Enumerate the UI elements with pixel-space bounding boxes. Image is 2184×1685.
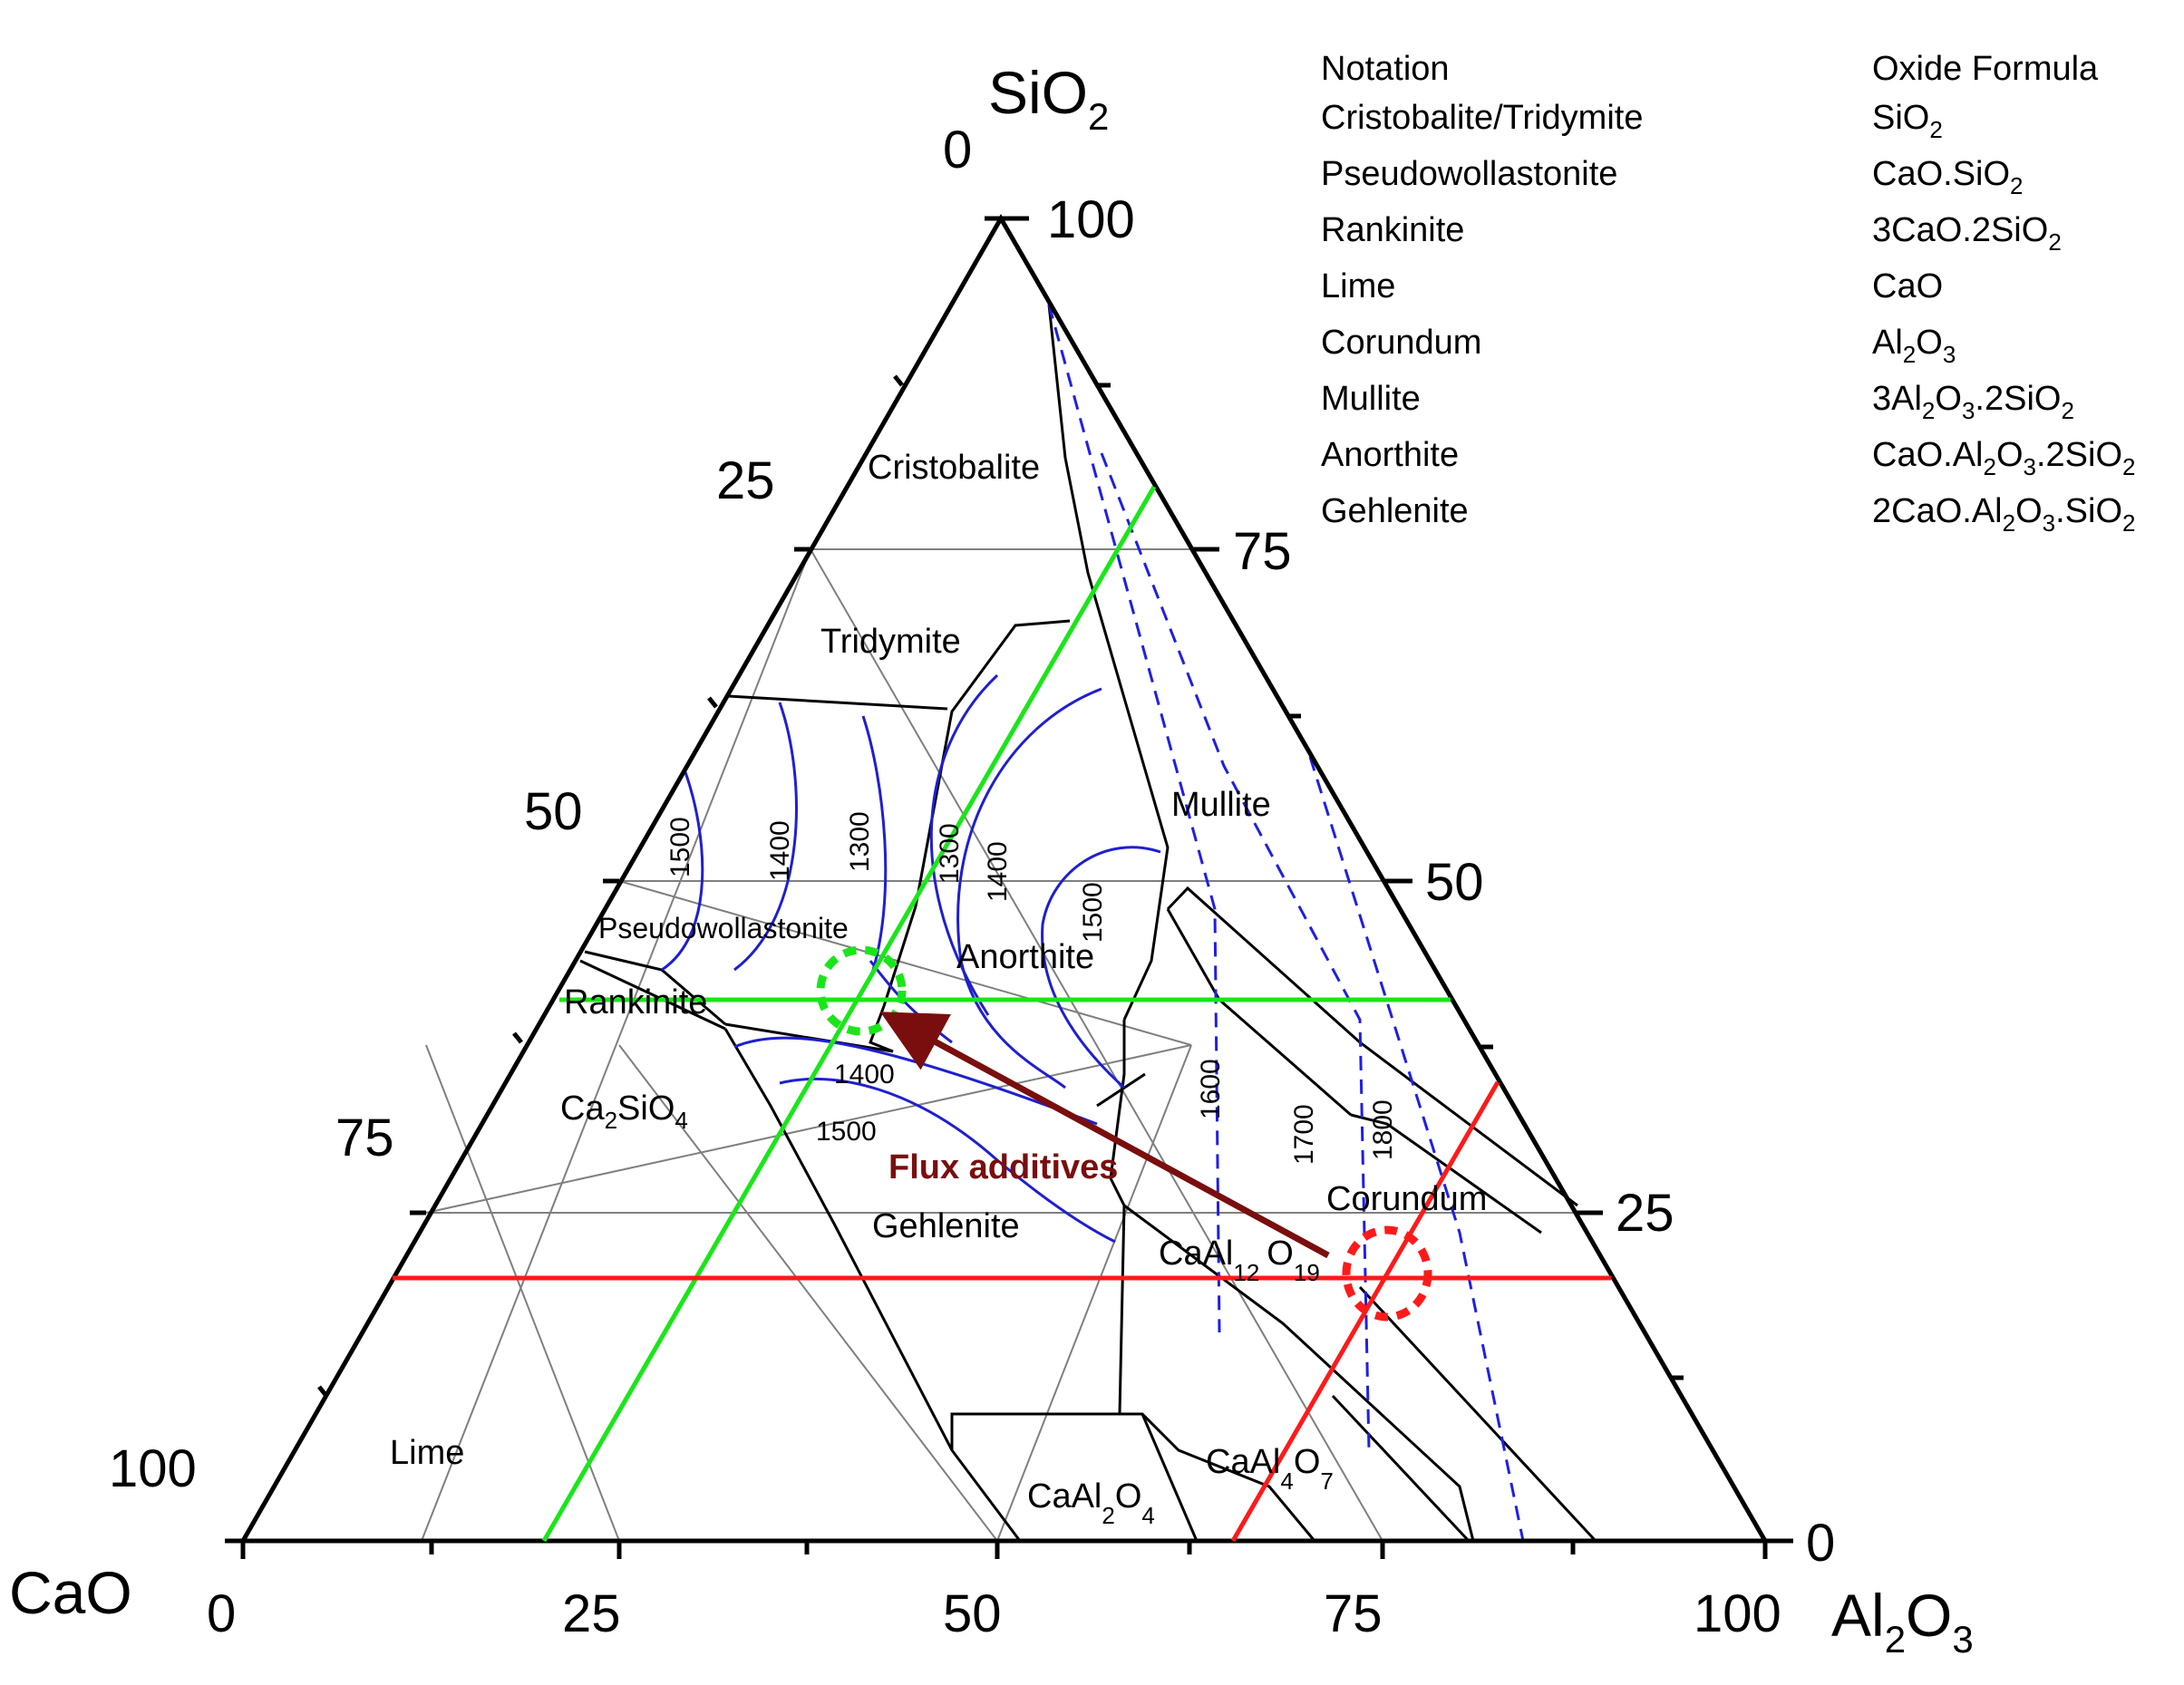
tick-label-right: 50 <box>1425 853 1484 912</box>
isotherm-label: 1400 <box>765 820 795 881</box>
isotherm-label: 1400 <box>983 841 1013 902</box>
table-cell-notation: Corundum <box>1321 324 1481 362</box>
tick-label-left: 0 <box>943 121 972 179</box>
table-header-notation: Notation <box>1321 50 1450 88</box>
table-cell-formula: CaO.Al2O3.2SiO2 <box>1872 436 2136 480</box>
tick-label-left: 75 <box>335 1109 394 1167</box>
table-cell-notation: Mullite <box>1321 380 1421 418</box>
isotherm-label: 1700 <box>1289 1104 1319 1165</box>
axis-label-al2o3: Al2O3 <box>1831 1582 1974 1661</box>
table-header-formula: Oxide Formula <box>1872 50 2099 88</box>
region-label-caal12o19: CaAl12 O19 <box>1159 1235 1320 1286</box>
table-cell-notation: Gehlenite <box>1321 492 1469 530</box>
region-label-rankinite: Rankinite <box>564 983 707 1022</box>
tick-label-right: 25 <box>1616 1184 1674 1243</box>
region-label-caal2o4: CaAl2O4 <box>1027 1477 1155 1529</box>
region-label-caal4o7: CaAl4O7 <box>1206 1443 1334 1495</box>
tick-label-right: 0 <box>1806 1514 1835 1573</box>
tick-label-bottom: 75 <box>1324 1584 1383 1643</box>
table-cell-notation: Lime <box>1321 267 1395 305</box>
tick-label-bottom: 25 <box>562 1584 621 1643</box>
flux-additives-label: Flux additives <box>888 1148 1118 1186</box>
tick-label-left: 50 <box>524 782 583 841</box>
table-cell-formula: 3Al2O3.2SiO2 <box>1872 380 2074 424</box>
tick-label-left: 25 <box>716 451 775 510</box>
table-cell-formula: CaO <box>1872 267 1943 305</box>
table-cell-notation: Rankinite <box>1321 211 1464 249</box>
tick-label-right: 75 <box>1233 522 1292 581</box>
table-cell-formula: 2CaO.Al2O3.SiO2 <box>1872 492 2136 537</box>
region-label-corundum: Corundum <box>1326 1180 1487 1218</box>
table-rows: Cristobalite/Tridymite SiO2 Pseudowollasto… <box>1321 99 2136 537</box>
green-lines <box>541 485 1451 1543</box>
region-label-lime: Lime <box>390 1434 464 1472</box>
region-label-pseudowollastonite: Pseudowollastonite <box>598 912 849 944</box>
isotherm-label: 1300 <box>935 823 965 884</box>
axis-label-cao: CaO <box>9 1559 132 1626</box>
notation-table: Notation Oxide Formula Cristobalite/Trid… <box>1321 50 2136 537</box>
region-label-anorthite: Anorthite <box>956 938 1094 976</box>
red-dotted-circle <box>1342 1225 1432 1322</box>
isotherm-label: 1600 <box>1196 1059 1226 1119</box>
table-cell-notation: Cristobalite/Tridymite <box>1321 99 1643 137</box>
table-cell-formula: 3CaO.2SiO2 <box>1872 211 2062 256</box>
table-cell-formula: SiO2 <box>1872 99 1943 143</box>
table-cell-notation: Pseudowollastonite <box>1321 155 1617 193</box>
region-label-gehlenite: Gehlenite <box>872 1207 1020 1245</box>
isotherm-label: 1400 <box>834 1060 895 1089</box>
isotherm-label: 1800 <box>1368 1099 1398 1160</box>
table-cell-formula: Al2O3 <box>1872 324 1956 368</box>
tick-label-right: 100 <box>1047 190 1135 249</box>
region-label-tridymite: Tridymite <box>820 623 961 661</box>
triangle-frame <box>238 213 1770 1544</box>
region-label-mullite: Mullite <box>1171 786 1271 824</box>
flux-arrow <box>879 1012 1330 1259</box>
isotherm-curves <box>661 673 1161 1244</box>
green-dotted-circle <box>816 945 907 1036</box>
isotherm-label: 1500 <box>1078 882 1108 943</box>
table-cell-notation: Anorthite <box>1321 436 1459 474</box>
tick-marks <box>225 216 1793 1559</box>
isotherm-label: 1500 <box>816 1117 877 1147</box>
table-cell-formula: CaO.SiO2 <box>1872 155 2024 199</box>
isotherm-label: 1300 <box>845 811 875 872</box>
region-label-ca2sio4: Ca2SiO4 <box>560 1089 688 1134</box>
tick-label-bottom: 50 <box>943 1584 1002 1643</box>
isotherm-label: 1500 <box>665 817 695 877</box>
tick-label-bottom: 100 <box>1694 1584 1781 1643</box>
axis-label-sio2: SiO2 <box>988 59 1109 138</box>
region-label-cristobalite: Cristobalite <box>868 449 1040 487</box>
tick-label-left: 100 <box>109 1439 197 1498</box>
tick-label-bottom: 0 <box>207 1584 236 1643</box>
grid-lines <box>421 548 1576 1542</box>
